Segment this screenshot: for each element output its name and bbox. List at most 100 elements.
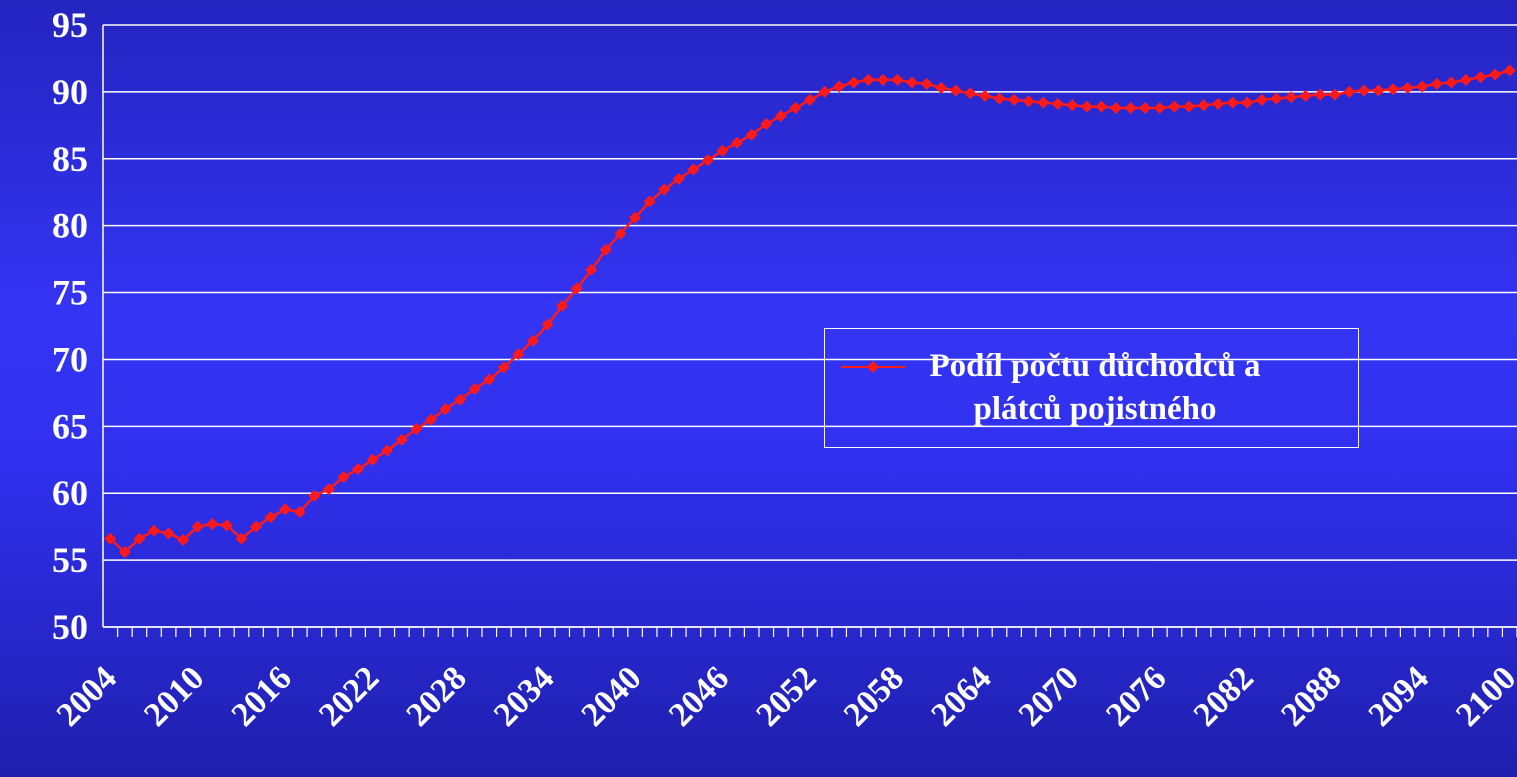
point-marker [337, 471, 350, 484]
point-marker [1212, 97, 1225, 110]
point-marker [760, 117, 773, 130]
x-tick-label: 2088 [1274, 659, 1348, 733]
point-marker [599, 243, 612, 256]
x-tick-label: 2022 [312, 659, 386, 733]
x-tick-label: 2064 [924, 659, 998, 733]
point-marker [1110, 101, 1123, 114]
x-tick-label: 2052 [749, 659, 823, 733]
point-marker [789, 101, 802, 114]
point-marker [1401, 81, 1414, 94]
x-tick-label: 2004 [50, 659, 124, 733]
point-marker [512, 348, 525, 361]
point-marker [1080, 100, 1093, 113]
point-marker [468, 382, 481, 395]
x-tick-label: 2082 [1187, 659, 1261, 733]
x-tick-label: 2016 [225, 659, 299, 733]
point-marker [1241, 96, 1254, 109]
point-marker [920, 77, 933, 90]
point-marker [1022, 95, 1035, 108]
point-marker [643, 195, 656, 208]
x-tick-label: 2100 [1449, 659, 1517, 733]
y-tick-label: 70 [52, 339, 88, 379]
point-marker [395, 433, 408, 446]
point-marker [1008, 93, 1021, 106]
point-marker [1299, 89, 1312, 102]
y-tick-label: 80 [52, 206, 88, 246]
point-marker [1226, 96, 1239, 109]
legend: Podíl počtu důchodců a plátců pojistného [824, 328, 1359, 448]
point-marker [993, 92, 1006, 105]
x-tick-label: 2028 [400, 659, 474, 733]
point-marker [716, 144, 729, 157]
point-marker [235, 532, 248, 545]
x-tick-label: 2070 [1012, 659, 1086, 733]
point-marker [614, 227, 627, 240]
x-tick-label: 2034 [487, 659, 561, 733]
point-marker [220, 519, 233, 532]
point-marker [949, 84, 962, 97]
point-marker [250, 520, 263, 533]
point-marker [264, 511, 277, 524]
point-marker [1328, 88, 1341, 101]
x-tick-label: 2058 [837, 659, 911, 733]
point-marker [1503, 64, 1516, 77]
point-marker [774, 109, 787, 122]
point-marker [556, 299, 569, 312]
point-marker [745, 128, 758, 141]
point-marker [1445, 76, 1458, 89]
point-marker [439, 402, 452, 415]
point-marker [964, 87, 977, 100]
point-marker [104, 532, 117, 545]
point-marker [658, 183, 671, 196]
point-marker [381, 444, 394, 457]
point-marker [497, 361, 510, 374]
x-tick-label: 2094 [1362, 659, 1436, 733]
y-tick-label: 95 [52, 5, 88, 45]
point-marker [206, 517, 219, 530]
y-tick-label: 50 [52, 607, 88, 647]
point-marker [978, 89, 991, 102]
x-tick-label: 2076 [1099, 659, 1173, 733]
y-tick-label: 55 [52, 540, 88, 580]
point-marker [1459, 73, 1472, 86]
point-marker [454, 393, 467, 406]
point-marker [1430, 77, 1443, 90]
point-marker [804, 93, 816, 106]
point-marker [1285, 91, 1298, 104]
point-marker [891, 73, 904, 86]
point-marker [293, 505, 306, 518]
point-marker [1197, 99, 1210, 112]
point-marker [862, 73, 875, 86]
point-marker [191, 520, 204, 533]
x-tick-label: 2010 [137, 659, 211, 733]
point-marker [1255, 93, 1268, 106]
point-marker [118, 546, 131, 559]
point-marker [410, 423, 423, 436]
legend-marker [867, 361, 879, 373]
point-marker [1124, 101, 1137, 114]
point-marker [1168, 100, 1181, 113]
y-tick-label: 75 [52, 273, 88, 313]
point-marker [1066, 99, 1079, 112]
point-marker [177, 534, 190, 547]
point-marker [1153, 101, 1166, 114]
point-marker [935, 81, 948, 94]
point-marker [1183, 100, 1196, 113]
point-marker [1387, 83, 1400, 96]
point-marker [541, 318, 554, 331]
point-marker [876, 73, 889, 86]
point-marker [483, 373, 496, 386]
point-marker [672, 172, 685, 185]
point-marker [1095, 100, 1108, 113]
point-marker [308, 489, 321, 502]
point-marker [570, 282, 583, 295]
y-tick-label: 85 [52, 139, 88, 179]
point-marker [1314, 88, 1327, 101]
point-marker [352, 463, 365, 476]
y-tick-label: 60 [52, 473, 88, 513]
point-marker [148, 524, 161, 537]
point-marker [1474, 71, 1487, 84]
point-marker [701, 154, 714, 167]
point-marker [906, 76, 919, 89]
